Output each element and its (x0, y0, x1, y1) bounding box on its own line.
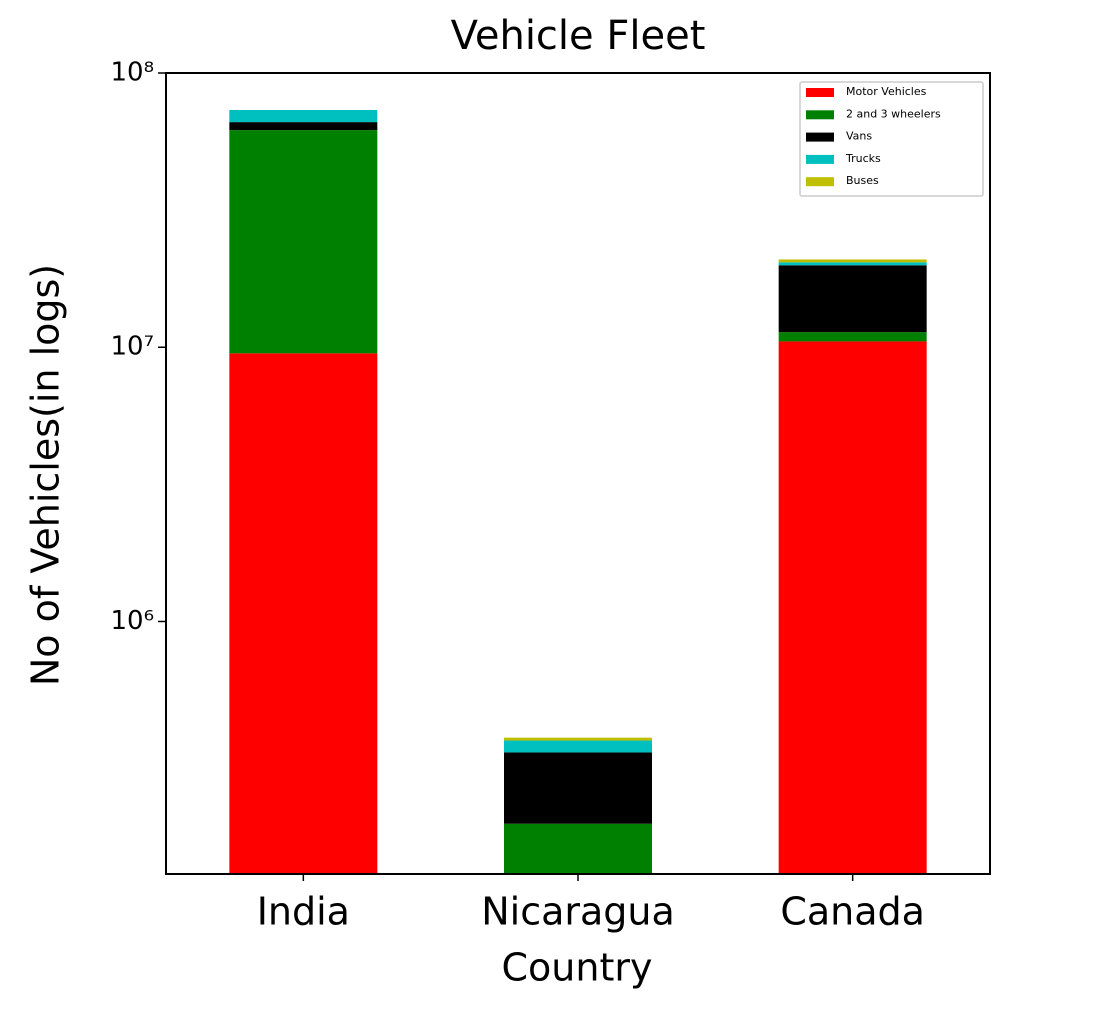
bar-segment (504, 823, 652, 874)
legend-label: Buses (846, 174, 879, 187)
bar-segment (778, 332, 927, 342)
legend-swatch (806, 110, 834, 120)
legend-box (799, 81, 984, 197)
x-tick-label: Canada (780, 890, 925, 934)
legend-swatch (806, 154, 834, 164)
x-axis-label: Country (502, 946, 653, 990)
y-tick-label: 10⁷ (110, 332, 154, 362)
bar-segment (229, 109, 378, 123)
bar-segment (778, 341, 927, 874)
legend-label: Trucks (845, 152, 881, 165)
bar-segment (229, 122, 378, 131)
legend-swatch (806, 177, 834, 187)
x-tick-label: Nicaragua (481, 890, 675, 934)
legend-swatch (806, 132, 834, 142)
x-tick-label: India (257, 890, 350, 934)
legend-swatch (806, 88, 834, 97)
y-tick-label: 10⁶ (110, 606, 154, 636)
bar-segment (504, 737, 652, 741)
bar-segment (778, 259, 927, 263)
chart-title: Vehicle Fleet (451, 13, 706, 59)
bar-segment (229, 130, 378, 354)
legend-label: 2 and 3 wheelers (846, 107, 941, 120)
bar-segment (504, 740, 652, 753)
bar-segment (778, 262, 927, 266)
y-tick-label: 10⁸ (110, 58, 154, 88)
bar-segment (504, 752, 652, 824)
bar-segment (778, 265, 927, 333)
y-axis-label: No of Vehicles(in logs) (24, 264, 68, 686)
plot-frame (165, 72, 991, 875)
legend-label: Vans (846, 130, 872, 143)
bar-segment (229, 353, 378, 875)
legend-label: Motor Vehicles (846, 85, 927, 98)
